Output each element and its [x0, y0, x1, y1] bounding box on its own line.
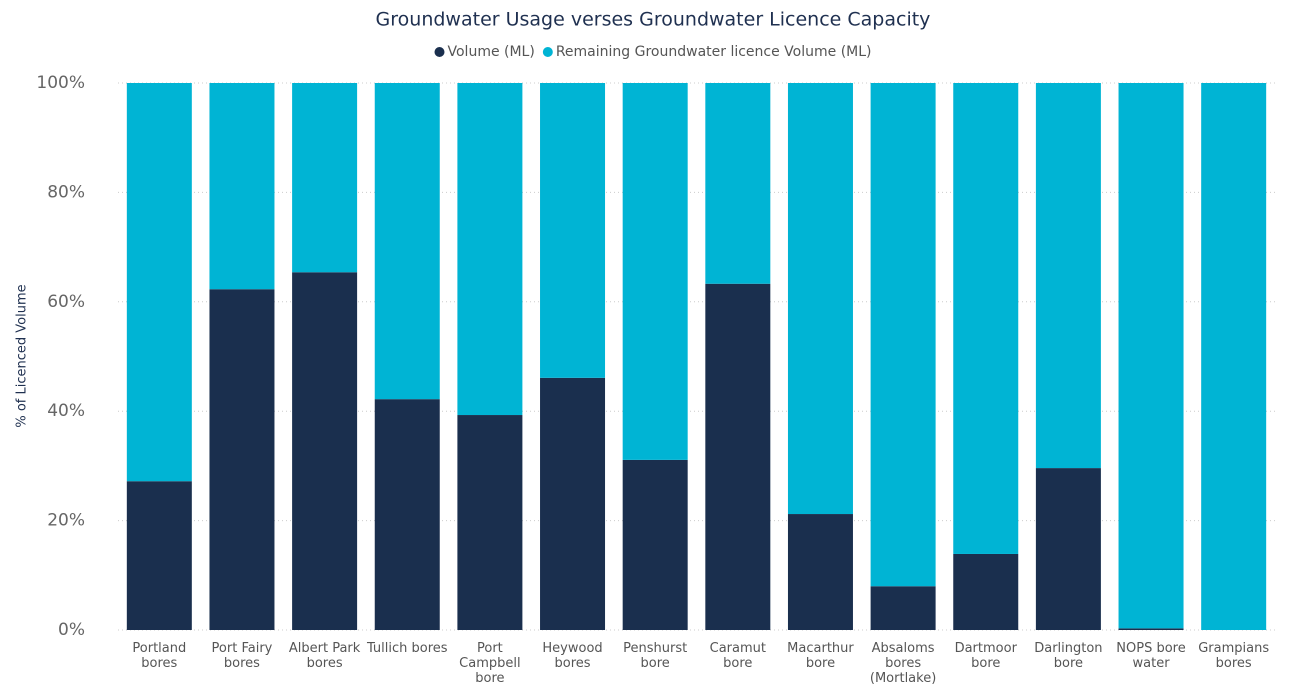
x-tick-label: Port Fairy bores — [211, 641, 273, 671]
bar-segment — [292, 83, 358, 273]
bar-segment — [705, 283, 771, 630]
x-tick-label: Heywood bores — [542, 641, 603, 671]
bar-segment — [126, 481, 192, 630]
legend-marker — [434, 47, 445, 57]
bar-segment — [374, 399, 440, 630]
x-tick-label: Macarthur bore — [787, 641, 854, 671]
bar-segment — [1035, 468, 1101, 630]
bar-segment — [1118, 83, 1184, 629]
y-axis-label: % of Licenced Volume — [15, 284, 30, 427]
bar-segment — [787, 514, 853, 630]
bar-segment — [1201, 83, 1267, 630]
x-tick-label: Port Campbell bore — [459, 641, 521, 686]
x-tick-label: Dartmoor bore — [954, 641, 1017, 671]
bar-segment — [457, 415, 523, 630]
bar-segment — [870, 83, 936, 587]
x-tick-label: Portland bores — [132, 641, 187, 671]
bar-segment — [622, 83, 688, 460]
y-tick-label: 20% — [47, 511, 85, 531]
x-tick-label: Darlington bore — [1034, 641, 1103, 671]
bar-segment — [540, 377, 606, 630]
bar-segment — [457, 83, 523, 416]
bar-segment — [374, 83, 440, 400]
bar-segment — [540, 83, 606, 378]
bar-segment — [292, 272, 358, 630]
legend-label: Volume (ML) — [448, 44, 535, 60]
bar-segment — [209, 83, 275, 290]
x-tick-label: Caramut bore — [709, 641, 766, 671]
x-tick-label: Tullich bores — [366, 641, 448, 656]
legend-label: Remaining Groundwater licence Volume (ML… — [556, 44, 872, 60]
y-tick-label: 60% — [47, 292, 85, 312]
y-tick-label: 40% — [47, 401, 85, 421]
legend: Volume (ML) Remaining Groundwater licence… — [434, 44, 872, 60]
bar-segment — [705, 83, 771, 284]
bar-segment — [209, 289, 275, 630]
bar-segment — [787, 83, 853, 515]
x-tick-label: Absaloms bores (Mortlake) — [869, 641, 937, 686]
chart-title: Groundwater Usage verses Groundwater Lic… — [376, 9, 931, 31]
bar-segment — [953, 83, 1019, 554]
bar-segment — [622, 459, 688, 630]
x-tick-label: Grampians bores — [1198, 641, 1270, 671]
legend-marker — [542, 47, 553, 57]
x-tick-label: NOPS bore water — [1116, 641, 1186, 671]
y-tick-label: 100% — [36, 73, 85, 93]
bar-segment — [126, 83, 192, 482]
x-tick-label: Albert Park bores — [288, 641, 361, 671]
bar-segment — [1035, 83, 1101, 469]
x-tick-label: Penshurst bore — [623, 641, 688, 671]
y-tick-label: 0% — [58, 620, 85, 640]
bar-segment — [870, 586, 936, 630]
y-tick-label: 80% — [47, 182, 85, 202]
bar-segment — [953, 553, 1019, 630]
bar-segment — [1118, 628, 1184, 630]
